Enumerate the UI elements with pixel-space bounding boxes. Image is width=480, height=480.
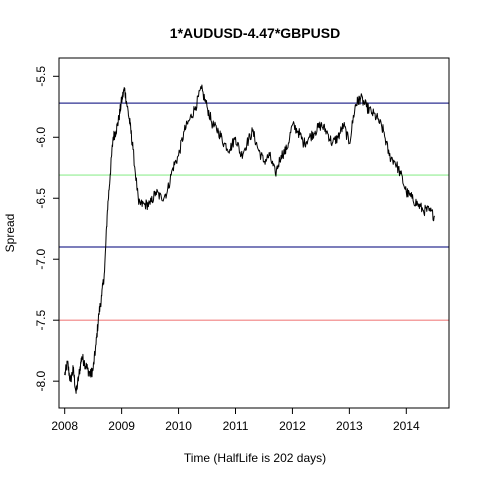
x-tick-label: 2008 bbox=[51, 419, 78, 433]
plot-frame bbox=[58, 57, 450, 409]
x-tick-label: 2011 bbox=[223, 419, 249, 433]
x-tick-label: 2014 bbox=[393, 419, 420, 433]
series-layer bbox=[64, 84, 436, 394]
x-axis-label: Time (HalfLife is 202 days) bbox=[184, 451, 326, 465]
y-tick-label: -6.5 bbox=[34, 188, 48, 209]
x-tick-label: 2010 bbox=[165, 419, 192, 433]
y-tick-label: -7.5 bbox=[34, 310, 48, 331]
chart-title: 1*AUDUSD-4.47*GBPUSD bbox=[170, 25, 340, 41]
series-line-1 bbox=[64, 84, 436, 394]
y-tick-label: -6.0 bbox=[34, 127, 48, 148]
y-tick-label: -8.0 bbox=[34, 371, 48, 392]
y-tick-label: -7.0 bbox=[34, 249, 48, 270]
reference-lines bbox=[59, 102, 449, 321]
y-axis-label: Spread bbox=[3, 214, 17, 253]
x-axis: 2008 2009 2010 2011 2012 2013 2014 bbox=[51, 408, 420, 433]
x-tick-label: 2009 bbox=[108, 419, 135, 433]
x-tick-label: 2013 bbox=[336, 419, 363, 433]
x-tick-label: 2012 bbox=[279, 419, 306, 433]
y-tick-label: -5.5 bbox=[34, 66, 48, 87]
y-axis: -8.0 -7.5 -7.0 -6.5 -6.0 -5.5 bbox=[34, 66, 59, 392]
